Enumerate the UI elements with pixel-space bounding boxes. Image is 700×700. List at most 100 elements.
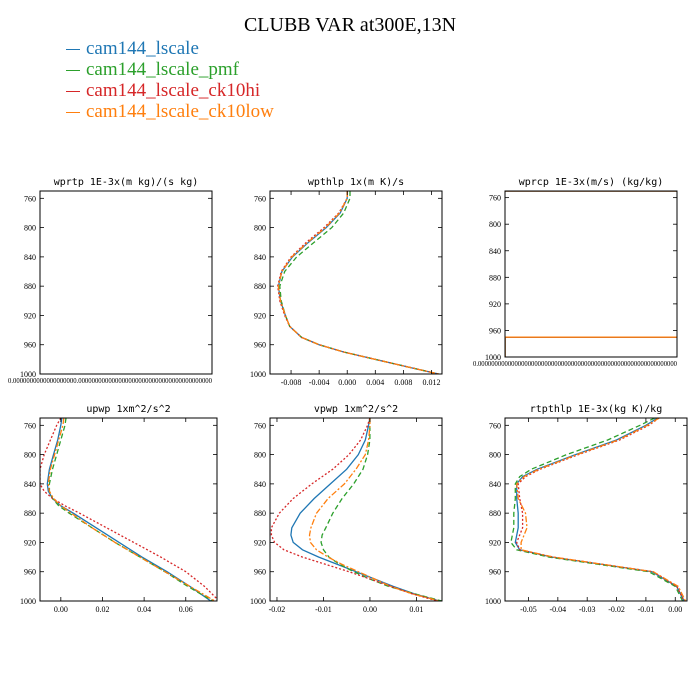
- plot-frame: [269, 417, 443, 602]
- series-line: [320, 418, 442, 601]
- y-tick-label: 880: [254, 509, 266, 518]
- series-line: [514, 418, 685, 601]
- series-line: [277, 191, 439, 374]
- x-tick-label: 0.0000000000000000000.000000000000000000…: [8, 377, 212, 385]
- x-tick-label: 0.00: [668, 605, 682, 614]
- series-line: [510, 418, 684, 601]
- y-tick-label: 760: [489, 421, 501, 430]
- series-line: [270, 418, 438, 601]
- chart-panel: wpthlp 1x(m K)/s 760 800 840 880 920 960 1000 -0…: [250, 177, 443, 387]
- x-tick-label: 0.00: [54, 605, 68, 614]
- x-tick-label: -0.04: [550, 605, 567, 614]
- chart-panel: rtpthlp 1E-3x(kg K)/kg 760 800 840 880 920 960…: [485, 404, 688, 614]
- x-tick-label: 0.012: [422, 378, 440, 387]
- y-tick-label: 1000: [485, 353, 501, 362]
- x-tick-label: 0.01: [409, 605, 423, 614]
- panel-title: wprtp 1E-3x(m kg)/(s kg): [54, 177, 199, 188]
- y-tick-label: 1000: [250, 370, 266, 379]
- series-line: [290, 418, 440, 601]
- legend-swatch: [66, 91, 80, 93]
- series-line: [516, 418, 687, 601]
- y-tick-label: 1000: [20, 597, 36, 606]
- x-tick-label: -0.01: [315, 605, 332, 614]
- y-tick-label: 760: [254, 421, 266, 430]
- legend-swatch: [66, 49, 80, 51]
- y-tick-label: 800: [24, 224, 36, 233]
- series-line: [505, 191, 677, 357]
- x-tick-label: 0.02: [95, 605, 109, 614]
- chart-panel: upwp 1xm^2/s^2 760 800 840 880 920 960 1000 0.00…: [20, 404, 218, 614]
- x-tick-label: 0.004: [366, 378, 384, 387]
- legend-label: cam144_lscale_ck10low: [86, 101, 274, 122]
- y-tick-label: 960: [24, 341, 36, 350]
- x-tick-label: -0.01: [638, 605, 655, 614]
- series-line: [505, 191, 677, 357]
- x-tick-label: -0.02: [269, 605, 286, 614]
- y-tick-label: 840: [489, 247, 501, 256]
- plot-frame: [269, 190, 443, 375]
- y-tick-label: 760: [24, 421, 36, 430]
- y-tick-label: 880: [489, 273, 501, 282]
- y-tick-label: 840: [489, 480, 501, 489]
- y-tick-label: 960: [489, 326, 501, 335]
- x-tick-label: 0.008: [394, 378, 412, 387]
- series-line: [47, 418, 216, 601]
- y-tick-label: 760: [489, 194, 501, 203]
- y-tick-label: 800: [254, 451, 266, 460]
- y-tick-label: 840: [24, 253, 36, 262]
- y-tick-label: 1000: [485, 597, 501, 606]
- figure-title: CLUBB VAR at300E,13N: [243, 14, 457, 36]
- y-tick-label: 800: [254, 224, 266, 233]
- panel-title: wprcp 1E-3x(m/s) (kg/kg): [519, 177, 664, 188]
- legend-item: cam144_lscale_ck10low: [66, 101, 274, 122]
- y-tick-label: 960: [489, 568, 501, 577]
- series-line: [505, 191, 677, 357]
- legend-swatch: [66, 70, 80, 72]
- y-tick-label: 960: [24, 568, 36, 577]
- x-tick-label: -0.008: [281, 378, 302, 387]
- y-tick-label: 840: [254, 480, 266, 489]
- y-tick-label: 840: [24, 480, 36, 489]
- y-tick-label: 920: [489, 300, 501, 309]
- panel-title: upwp 1xm^2/s^2: [86, 404, 170, 415]
- x-tick-label: -0.05: [520, 605, 537, 614]
- series-line: [46, 418, 212, 601]
- y-tick-label: 920: [489, 538, 501, 547]
- y-tick-label: 1000: [250, 597, 266, 606]
- legend-swatch: [66, 112, 80, 114]
- y-tick-label: 920: [254, 311, 266, 320]
- legend-item: cam144_lscale_pmf: [66, 59, 274, 80]
- legend-label: cam144_lscale_pmf: [86, 59, 240, 80]
- x-tick-label: -0.03: [579, 605, 596, 614]
- plot-frame: [504, 417, 688, 602]
- legend: cam144_lscale cam144_lscale_pmf cam144_l…: [66, 38, 274, 122]
- x-tick-label: -0.004: [309, 378, 330, 387]
- x-tick-label: 0.000: [338, 378, 356, 387]
- y-tick-label: 760: [24, 194, 36, 203]
- legend-label: cam144_lscale: [86, 38, 199, 59]
- series-line: [40, 418, 217, 600]
- series-line: [308, 418, 440, 601]
- y-tick-label: 920: [254, 538, 266, 547]
- panel-title: rtpthlp 1E-3x(kg K)/kg: [530, 404, 662, 415]
- y-tick-label: 880: [24, 282, 36, 291]
- y-tick-label: 800: [24, 451, 36, 460]
- legend-item: cam144_lscale: [66, 38, 274, 59]
- panel-title: vpwp 1xm^2/s^2: [314, 404, 398, 415]
- chart-panel: wprcp 1E-3x(m/s) (kg/kg) 760 800 840 880 920 9…: [473, 177, 678, 368]
- series-line: [277, 191, 439, 374]
- x-tick-label: 0.04: [137, 605, 151, 614]
- x-tick-label: 0.00000000000000000000000000000000000000…: [473, 360, 677, 368]
- y-tick-label: 880: [24, 509, 36, 518]
- plot-frame: [39, 190, 213, 375]
- y-tick-label: 840: [254, 253, 266, 262]
- y-tick-label: 960: [254, 568, 266, 577]
- y-tick-label: 800: [489, 451, 501, 460]
- y-tick-label: 880: [254, 282, 266, 291]
- x-tick-label: 0.00: [363, 605, 377, 614]
- y-tick-label: 800: [489, 220, 501, 229]
- y-tick-label: 1000: [20, 370, 36, 379]
- chart-panel: vpwp 1xm^2/s^27608008408809209601000-0.0…: [250, 404, 443, 614]
- series-line: [505, 191, 677, 357]
- legend-label: cam144_lscale_ck10hi: [86, 80, 261, 101]
